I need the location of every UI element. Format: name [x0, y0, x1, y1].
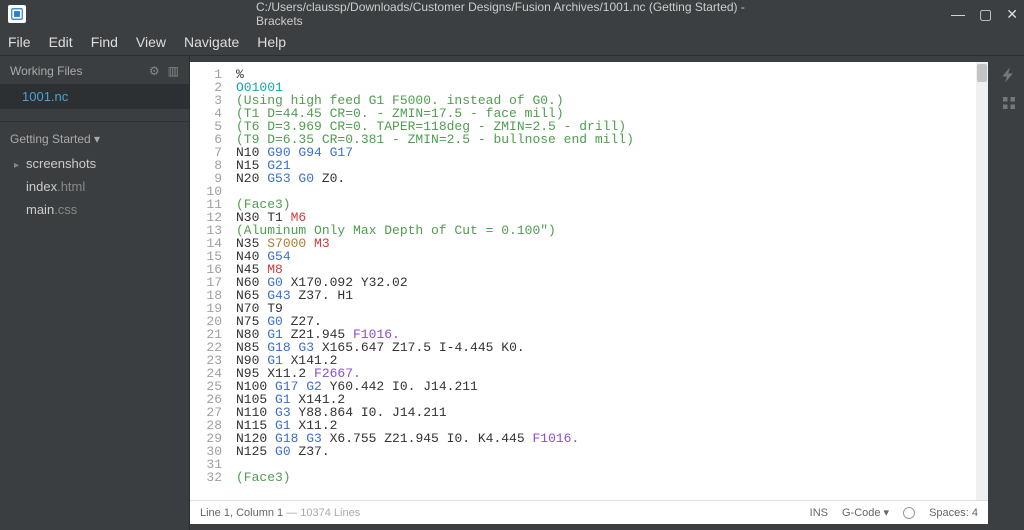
window-title: C:/Users/claussp/Downloads/Customer Desi… [256, 0, 768, 28]
editor-wrap: 1234567891011121314151617181920212223242… [190, 56, 994, 530]
tree-file-ext: .html [57, 179, 85, 194]
app-icon [8, 5, 26, 23]
scrollbar-thumb[interactable] [977, 64, 987, 82]
code-area[interactable]: %O01001(Using high feed G1 F5000. instea… [230, 62, 988, 500]
gear-icon[interactable]: ⚙ [149, 64, 160, 78]
window-controls: — ▢ ✕ [951, 6, 1018, 23]
working-files-label: Working Files [10, 64, 82, 78]
right-rail [994, 56, 1024, 530]
status-ins[interactable]: INS [810, 507, 828, 519]
tree-file-ext: .css [54, 202, 77, 217]
lint-status-icon[interactable] [903, 507, 915, 519]
status-total-lines: — 10374 Lines [283, 507, 360, 519]
caret-icon: ▸ [14, 160, 22, 171]
vertical-scrollbar[interactable] [976, 62, 988, 500]
menu-help[interactable]: Help [257, 34, 286, 50]
extensions-icon[interactable] [1000, 94, 1018, 112]
status-position[interactable]: Line 1, Column 1 — 10374 Lines [200, 507, 360, 519]
menu-navigate[interactable]: Navigate [184, 34, 239, 50]
maximize-button[interactable]: ▢ [979, 6, 992, 23]
sidebar: Working Files ⚙ ▥ 1001.nc Getting Starte… [0, 56, 190, 530]
menu-edit[interactable]: Edit [49, 34, 73, 50]
project-header[interactable]: Getting Started ▾ [0, 121, 189, 152]
tree-file[interactable]: main.css [0, 198, 189, 221]
tree-folder-label: screenshots [26, 156, 96, 171]
titlebar: C:/Users/claussp/Downloads/Customer Desi… [0, 0, 1024, 28]
minimize-button[interactable]: — [951, 6, 965, 23]
tree-file-base: index [26, 179, 57, 194]
tree-file-base: main [26, 202, 54, 217]
tree-file[interactable]: index.html [0, 175, 189, 198]
body: Working Files ⚙ ▥ 1001.nc Getting Starte… [0, 56, 1024, 530]
close-button[interactable]: ✕ [1006, 6, 1018, 23]
tree-folder[interactable]: ▸ screenshots [0, 152, 189, 175]
statusbar: Line 1, Column 1 — 10374 Lines INS G-Cod… [190, 500, 988, 524]
status-line-col: Line 1, Column 1 [200, 507, 283, 519]
editor[interactable]: 1234567891011121314151617181920212223242… [190, 62, 988, 500]
menubar: File Edit Find View Navigate Help [0, 28, 1024, 56]
menu-view[interactable]: View [136, 34, 166, 50]
live-preview-icon[interactable] [1000, 66, 1018, 84]
status-spaces[interactable]: Spaces: 4 [929, 507, 978, 519]
gutter: 1234567891011121314151617181920212223242… [190, 62, 230, 500]
split-icon[interactable]: ▥ [168, 64, 179, 78]
working-file-item[interactable]: 1001.nc [0, 84, 189, 109]
status-language[interactable]: G-Code ▾ [842, 506, 889, 519]
menu-find[interactable]: Find [91, 34, 118, 50]
working-files-header: Working Files ⚙ ▥ [0, 56, 189, 84]
menu-file[interactable]: File [8, 34, 31, 50]
